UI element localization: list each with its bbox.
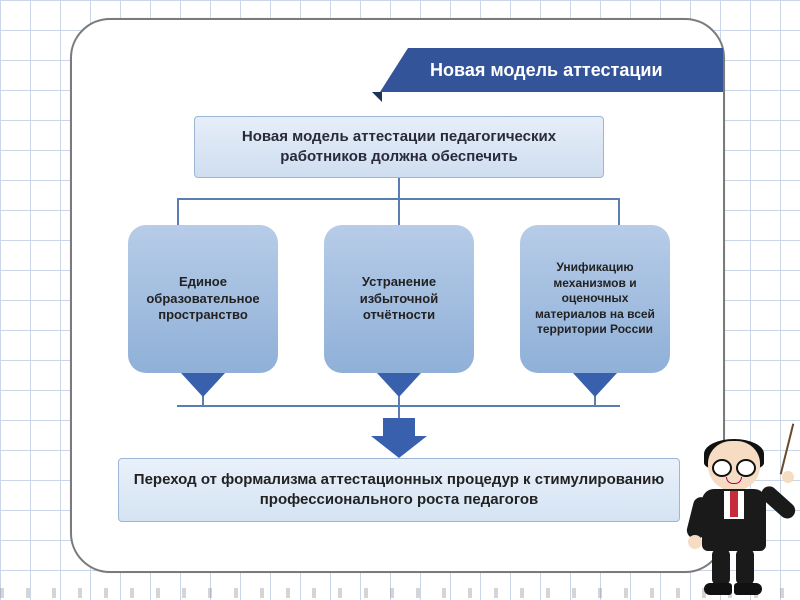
connector: [177, 198, 179, 226]
pillar-box-3: Унификацию механизмов и оценочных матери…: [520, 225, 670, 373]
connector: [398, 198, 400, 226]
big-arrow-head-icon: [371, 436, 427, 458]
connector: [398, 178, 400, 198]
content-frame: Новая модель аттестации Новая модель атт…: [70, 18, 725, 573]
teacher-character-icon: [674, 441, 792, 596]
connector: [618, 198, 620, 226]
chevron-down-icon: [377, 373, 421, 397]
chevron-down-icon: [573, 373, 617, 397]
title-text: Новая модель аттестации: [430, 60, 663, 81]
pillar-box-2: Устранение избыточной отчётности: [324, 225, 474, 373]
big-arrow-icon: [383, 418, 415, 436]
subtitle-box: Новая модель аттестации педагогических р…: [194, 116, 604, 178]
pillar-text: Унификацию механизмов и оценочных матери…: [530, 260, 660, 338]
pillar-text: Единое образовательное пространство: [138, 274, 268, 325]
subtitle-text: Новая модель аттестации педагогических р…: [209, 127, 589, 168]
result-text: Переход от формализма аттестационных про…: [133, 470, 665, 511]
result-box: Переход от формализма аттестационных про…: [118, 458, 680, 522]
title-banner: Новая модель аттестации: [408, 48, 723, 92]
chevron-down-icon: [181, 373, 225, 397]
pillar-text: Устранение избыточной отчётности: [334, 274, 464, 325]
pillar-box-1: Единое образовательное пространство: [128, 225, 278, 373]
